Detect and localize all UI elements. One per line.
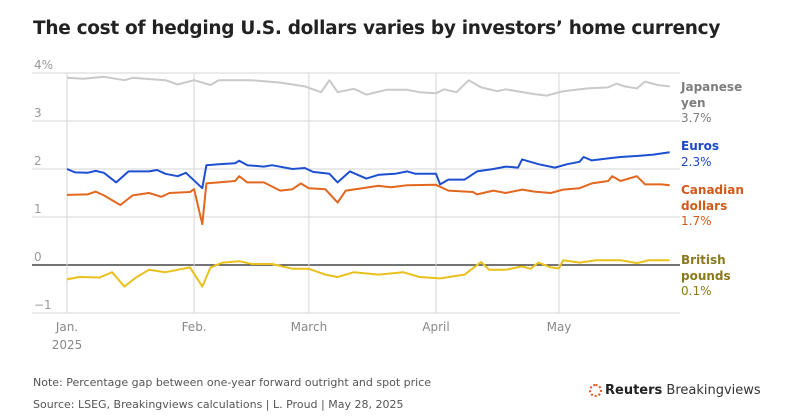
series-name: pounds xyxy=(681,268,731,283)
series-name: Canadian xyxy=(681,183,744,197)
series-name: British xyxy=(681,253,726,267)
series-label: British pounds 0.1% xyxy=(681,253,731,300)
series-end-value: 2.3% xyxy=(681,154,712,169)
series-line-british-pounds xyxy=(66,259,670,288)
series-line-canadian-dollars xyxy=(66,175,670,226)
series-name: yen xyxy=(681,95,706,110)
series-line-japanese-yen xyxy=(66,75,670,97)
y-tick-label: 2 xyxy=(34,154,42,168)
series-name: Japanese xyxy=(681,80,743,94)
y-tick-label: −1 xyxy=(34,298,52,312)
x-tick-label: May xyxy=(547,320,572,334)
x-tick-label: April xyxy=(422,320,449,334)
reuters-logo-icon xyxy=(589,384,602,397)
x-tick-label: Jan. xyxy=(55,320,78,334)
series-line-euros xyxy=(66,151,670,190)
series-label: Euros 2.3% xyxy=(681,139,719,170)
x-tick-sublabel: 2025 xyxy=(52,338,83,352)
series-end-value: 0.1% xyxy=(681,284,712,298)
chart-note: Note: Percentage gap between one-year fo… xyxy=(33,376,432,389)
series-end-value: 3.7% xyxy=(681,111,712,125)
x-tick-label: March xyxy=(291,320,328,334)
y-tick-label: 4% xyxy=(34,58,53,72)
y-tick-label: 1 xyxy=(34,202,42,216)
series-name: dollars xyxy=(681,198,728,213)
series-end-value: 1.7% xyxy=(681,214,712,228)
y-tick-label: 3 xyxy=(34,106,42,120)
chart-source: Source: LSEG, Breakingviews calculations… xyxy=(33,398,404,411)
chart-title: The cost of hedging U.S. dollars varies … xyxy=(33,18,721,39)
x-tick-label: Feb. xyxy=(182,320,207,334)
y-tick-label: 0 xyxy=(34,250,42,264)
series-label: Japanese yen 3.7% xyxy=(681,80,742,127)
series-name: Euros xyxy=(681,139,720,153)
series-label: Canadian dollars 1.7% xyxy=(681,183,744,230)
reuters-breakingviews-logo: Reuters Breakingviews xyxy=(589,383,761,398)
